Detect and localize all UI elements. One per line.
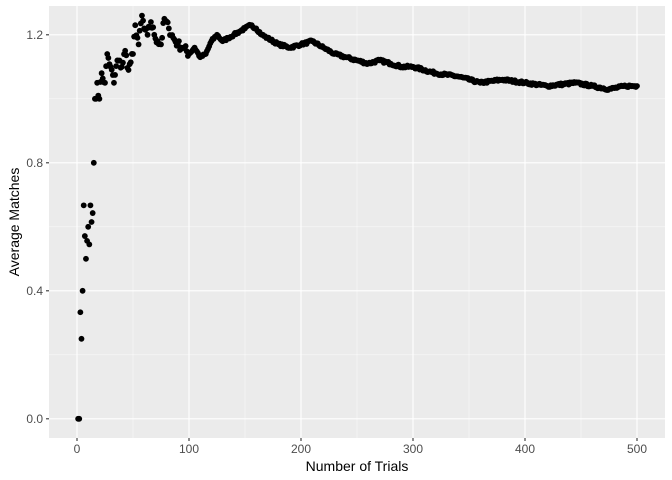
data-point bbox=[105, 55, 112, 61]
data-point bbox=[81, 233, 88, 239]
x-tick-label: 500 bbox=[627, 442, 647, 456]
data-point bbox=[176, 38, 182, 45]
data-point bbox=[130, 51, 136, 57]
y-tick-label: 0.4 bbox=[26, 284, 43, 298]
data-point bbox=[86, 241, 93, 248]
data-point bbox=[158, 41, 164, 48]
data-point bbox=[125, 67, 132, 73]
data-point bbox=[150, 24, 157, 31]
y-tick-label: 1.2 bbox=[26, 28, 43, 42]
data-point bbox=[112, 72, 118, 78]
data-point bbox=[634, 83, 640, 89]
data-point bbox=[182, 43, 189, 49]
data-point bbox=[139, 12, 145, 19]
data-point bbox=[108, 66, 115, 73]
data-point bbox=[122, 47, 129, 54]
data-point bbox=[78, 335, 85, 342]
y-axis-title: Average Matches bbox=[6, 168, 22, 277]
data-point bbox=[85, 223, 92, 230]
data-point bbox=[132, 22, 139, 29]
data-point bbox=[89, 210, 96, 216]
y-tick-label: 0.8 bbox=[26, 156, 43, 170]
x-tick-label: 400 bbox=[515, 442, 535, 456]
grid-lines bbox=[49, 6, 665, 438]
data-point bbox=[98, 70, 105, 77]
data-point bbox=[88, 219, 95, 225]
data-point bbox=[77, 309, 84, 316]
data-point bbox=[87, 202, 94, 209]
data-point bbox=[102, 79, 108, 86]
data-point bbox=[111, 79, 117, 86]
x-tick-label: 200 bbox=[291, 442, 311, 456]
data-point bbox=[144, 31, 151, 38]
data-point bbox=[113, 63, 120, 69]
data-point bbox=[123, 52, 130, 59]
x-tick-label: 300 bbox=[403, 442, 423, 456]
data-point bbox=[96, 95, 103, 102]
data-point bbox=[140, 17, 146, 24]
data-point bbox=[165, 25, 172, 32]
data-point bbox=[134, 34, 141, 41]
data-point bbox=[80, 202, 87, 209]
axis-tick-labels: 0 100 200 300 400 500 0.0 0.4 0.8 1.2 bbox=[26, 28, 647, 456]
data-point bbox=[148, 19, 154, 25]
x-tick-label: 0 bbox=[74, 442, 81, 456]
x-axis-title: Number of Trials bbox=[306, 458, 409, 474]
y-tick-label: 0.0 bbox=[26, 412, 43, 426]
data-point bbox=[83, 255, 89, 262]
data-point bbox=[90, 159, 97, 166]
data-point bbox=[127, 59, 134, 66]
data-point bbox=[135, 41, 142, 48]
data-point bbox=[136, 27, 143, 34]
axis-ticks bbox=[46, 34, 638, 441]
data-point bbox=[76, 415, 83, 422]
x-tick-label: 100 bbox=[179, 442, 199, 456]
data-point bbox=[164, 19, 171, 26]
data-points bbox=[75, 12, 640, 422]
data-point bbox=[79, 287, 86, 294]
data-point bbox=[120, 59, 126, 66]
data-point bbox=[159, 34, 166, 41]
